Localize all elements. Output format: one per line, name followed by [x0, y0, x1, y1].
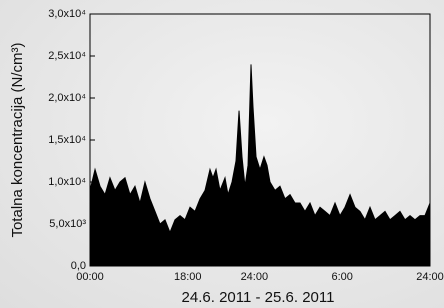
y-tick-label: 2,0x10⁴: [48, 92, 86, 104]
x-tick-label: 18:00: [174, 271, 202, 283]
y-tick-label: 1,0x10⁴: [48, 176, 86, 188]
chart: 24.6. 2011 - 25.6. 2011 Totalna koncentr…: [0, 0, 444, 308]
y-tick-label: 2,5x10⁴: [48, 50, 86, 62]
y-axis-label: Totalna koncentracija (N/cm³): [9, 42, 26, 237]
y-tick-label: 5,0x10³: [49, 218, 86, 230]
x-tick-label: 00:00: [76, 271, 104, 283]
x-tick-label: 6:00: [331, 271, 352, 283]
x-axis-label: 24.6. 2011 - 25.6. 2011: [182, 289, 335, 306]
x-tick-label: 24:00: [241, 271, 269, 283]
x-tick-label: 24:00: [416, 271, 444, 283]
y-tick-label: 1,5x10⁴: [48, 134, 86, 146]
y-tick-label: 3,0x10⁴: [48, 8, 86, 20]
area: [90, 64, 430, 266]
